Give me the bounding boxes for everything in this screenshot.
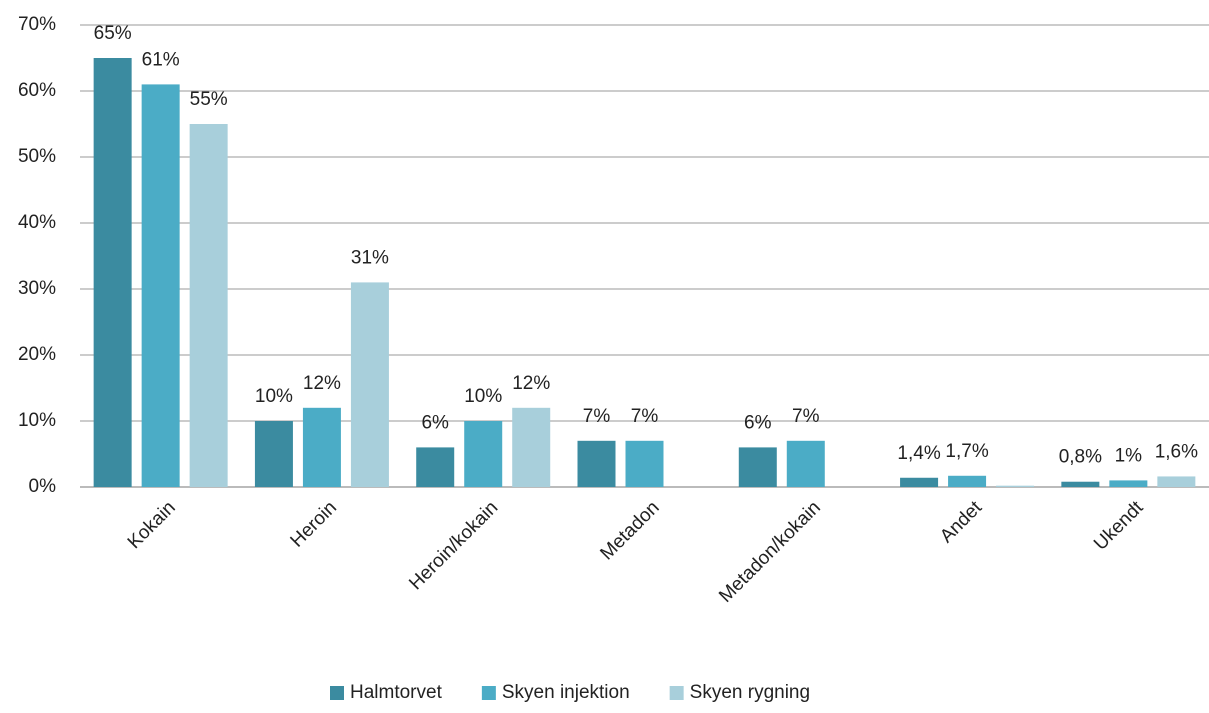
bar — [302, 407, 341, 487]
value-label: 10% — [464, 386, 502, 407]
bar — [189, 124, 228, 487]
x-tick-label: Kokain — [124, 497, 180, 553]
y-tick-label: 20% — [18, 344, 56, 365]
y-tick-label: 10% — [18, 410, 56, 431]
bar — [996, 485, 1035, 487]
x-tick-label: Metadon — [596, 497, 663, 564]
x-tick-label: Andet — [936, 497, 986, 547]
x-tick-label: Heroin — [287, 497, 341, 551]
value-label: 65% — [94, 23, 132, 44]
bar — [738, 447, 777, 487]
value-label: 0,8% — [1059, 447, 1102, 468]
bar — [948, 475, 987, 487]
legend-swatch — [669, 686, 684, 700]
y-tick-label: 60% — [18, 80, 56, 101]
y-tick-label: 50% — [18, 146, 56, 167]
legend-label: Halmtorvet — [350, 682, 443, 703]
bar — [416, 447, 455, 487]
value-label: 6% — [744, 412, 772, 433]
bar — [1157, 476, 1196, 487]
value-label: 7% — [631, 406, 659, 427]
legend-label: Skyen rygning — [690, 682, 810, 703]
value-label: 55% — [190, 89, 228, 110]
x-tick-label: Metadon/kokain — [715, 497, 825, 607]
value-label: 1,6% — [1155, 441, 1198, 462]
bar — [1109, 480, 1148, 487]
y-tick-label: 40% — [18, 212, 56, 233]
value-label: 12% — [512, 373, 550, 394]
value-label: 1% — [1115, 445, 1143, 466]
bar — [93, 58, 132, 487]
bar — [786, 440, 825, 487]
value-label: 12% — [303, 373, 341, 394]
value-label: 31% — [351, 247, 389, 268]
value-label: 1,4% — [897, 443, 940, 464]
legend-label: Skyen injektion — [502, 682, 630, 703]
bar — [577, 440, 616, 487]
bar — [1061, 481, 1100, 487]
value-label: 6% — [421, 412, 449, 433]
x-tick-label: Heroin/kokain — [405, 497, 502, 594]
legend-swatch — [330, 686, 344, 700]
legend-swatch — [481, 686, 496, 700]
y-tick-label: 30% — [18, 278, 56, 299]
bar — [625, 440, 664, 487]
y-tick-label: 70% — [18, 14, 56, 35]
value-label: 7% — [583, 406, 611, 427]
bar — [350, 282, 389, 487]
bar — [254, 421, 293, 487]
bar — [900, 477, 939, 487]
value-label: 61% — [142, 49, 180, 70]
value-label: 1,7% — [945, 441, 988, 462]
bar — [512, 407, 551, 487]
x-tick-label: Ukendt — [1090, 497, 1148, 555]
bar — [141, 84, 180, 488]
y-tick-label: 0% — [29, 476, 57, 497]
value-label: 10% — [255, 386, 293, 407]
value-label: 7% — [792, 406, 820, 427]
bar — [464, 421, 503, 487]
